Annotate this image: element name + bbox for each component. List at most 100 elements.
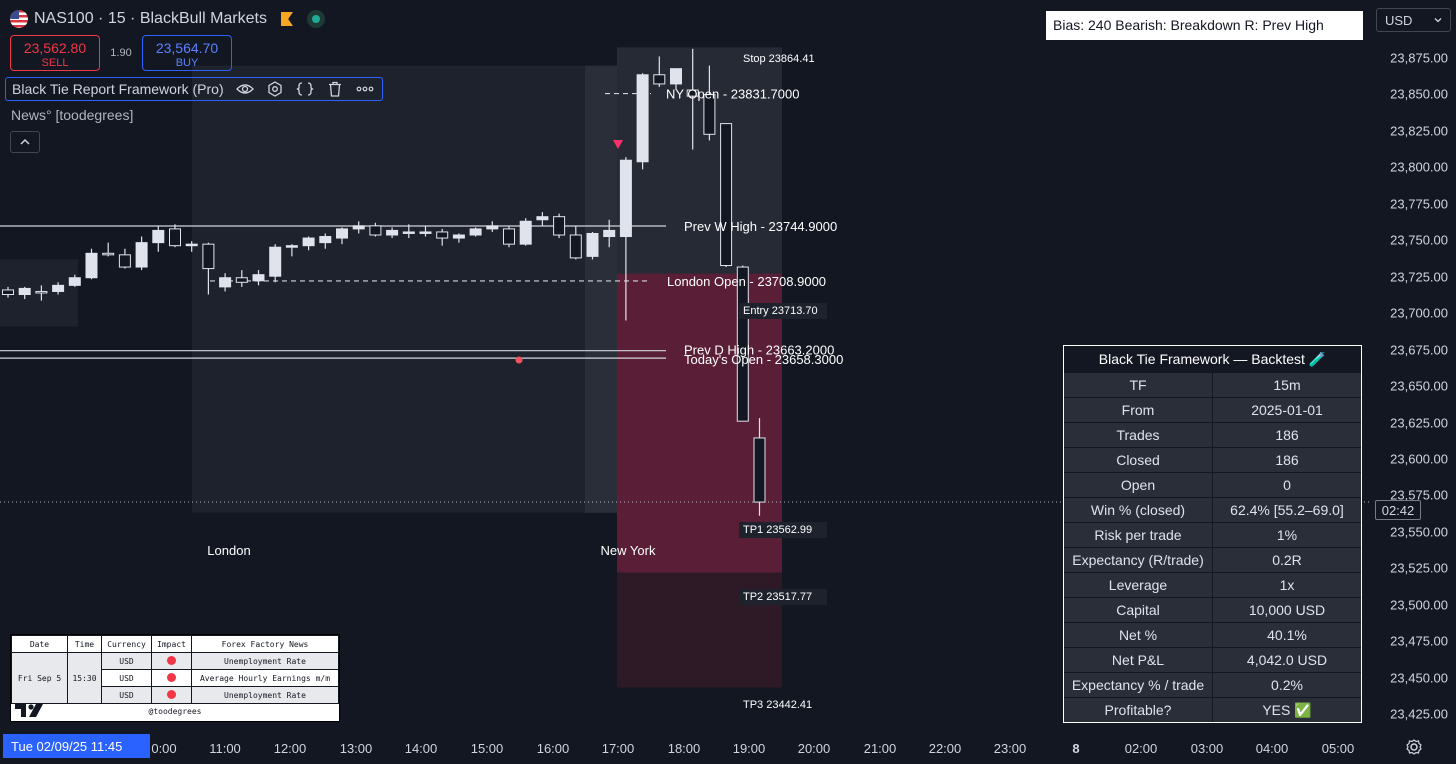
backtest-metric-value: 0 <box>1213 473 1361 497</box>
backtest-metric-name: Trades <box>1064 423 1212 447</box>
backtest-metric-value: 2025-01-01 <box>1213 398 1361 422</box>
us-flag-icon <box>10 10 28 28</box>
news-event: Unemployment Rate <box>191 652 339 670</box>
source-code-icon[interactable] <box>295 80 314 98</box>
backtest-metric-name: TF <box>1064 373 1212 397</box>
candle-body <box>18 287 31 296</box>
sell-price: 23,562.80 <box>23 40 87 56</box>
price-tick-label: 23,475.00 <box>1390 633 1448 649</box>
buy-price: 23,564.70 <box>155 40 219 56</box>
news-header-event: Forex Factory News <box>191 635 339 653</box>
price-tick-label: 23,875.00 <box>1390 50 1448 66</box>
price-tick-label: 23,575.00 <box>1390 487 1448 503</box>
price-axis[interactable]: 23,875.00 23,850.00 23,825.00 23,800.00 23,7… <box>1372 0 1456 734</box>
candle-body <box>386 229 399 236</box>
news-footer: @toodegrees <box>148 707 202 716</box>
candle-body <box>436 231 449 239</box>
high-impact-icon <box>167 672 176 682</box>
high-impact-icon <box>167 689 176 699</box>
gear-icon[interactable] <box>1405 738 1423 756</box>
candle-body <box>2 289 14 296</box>
tp2-label-bg <box>739 589 827 605</box>
backtest-row: Net % 40.1% <box>1064 622 1361 647</box>
candle-body <box>586 232 599 257</box>
candle-body <box>135 242 148 268</box>
price-chart[interactable]: NY Open - 23831.7000 Prev W High - 23744.… <box>0 0 1372 734</box>
time-tick-label: 21:00 <box>863 741 897 756</box>
market-open-status-icon <box>306 10 325 28</box>
time-tick-label: 02:00 <box>1124 741 1158 756</box>
time-tick-label: 03:00 <box>1190 741 1224 756</box>
candle-body <box>302 237 315 247</box>
tp3-label: TP3 23442.41 <box>743 699 812 711</box>
backtest-metric-value: 1% <box>1213 523 1361 547</box>
level-label-prev-day-high: Prev D High - 23663.2000 <box>684 343 834 358</box>
news-impact <box>151 669 192 687</box>
buy-button[interactable]: 23,564.70 BUY <box>142 35 232 71</box>
price-tick-label: 23,825.00 <box>1390 123 1448 139</box>
time-tick-label: 20:00 <box>797 741 831 756</box>
backtest-row: Profitable? YES ✅ <box>1064 697 1361 722</box>
collapse-legend-button[interactable] <box>10 131 40 153</box>
candle-body <box>553 216 566 236</box>
bookmark-flag-icon[interactable] <box>280 12 293 26</box>
indicator-legend[interactable]: Black Tie Report Framework (Pro) <box>5 77 383 101</box>
backtest-row: Open 0 <box>1064 472 1361 497</box>
news-indicator-label[interactable]: News° [toodegrees] <box>11 107 134 123</box>
candle-body <box>686 89 699 97</box>
backtest-row: Capital 10,000 USD <box>1064 597 1361 622</box>
time-axis[interactable]: 0:00 11:00 12:00 13:00 14:00 15:00 16:00 17:00 1… <box>0 734 1456 764</box>
time-tick-label: 0:00 <box>151 741 177 756</box>
backtest-metric-value: 1x <box>1213 573 1361 597</box>
currency-select[interactable]: USD <box>1376 8 1451 32</box>
candle-body <box>736 266 749 422</box>
news-time: 15:30 <box>67 652 102 704</box>
sell-signal-arrow-icon <box>613 140 623 149</box>
symbol-title[interactable]: NAS100 · 15 · BlackBull Markets <box>34 10 267 27</box>
backtest-metric-value: 0.2R <box>1213 548 1361 572</box>
symbol-header: NAS100 · 15 · BlackBull Markets <box>10 8 325 30</box>
candle-body <box>152 229 165 244</box>
time-tick-label: 22:00 <box>928 741 962 756</box>
settings-icon[interactable] <box>266 80 284 98</box>
more-options-icon[interactable] <box>356 80 374 98</box>
news-header-impact: Impact <box>151 635 192 653</box>
candle-body <box>753 437 766 503</box>
candle-body <box>670 68 682 85</box>
price-tick-label: 23,750.00 <box>1390 232 1448 248</box>
news-currency: USD <box>101 669 152 687</box>
candle-body <box>102 252 115 256</box>
table-row: Fri Sep 5 15:30 USD Unemployment Rate <box>11 652 339 704</box>
candle-body <box>269 246 282 277</box>
candle-body <box>235 277 248 283</box>
candle-body <box>319 236 332 244</box>
price-tick-label: 23,425.00 <box>1390 706 1448 722</box>
eye-icon[interactable] <box>235 80 254 98</box>
backtest-row: Closed 186 <box>1064 447 1361 472</box>
backtest-metric-name: Closed <box>1064 448 1212 472</box>
time-tick-label: 17:00 <box>601 741 635 756</box>
backtest-metric-name: Open <box>1064 473 1212 497</box>
candle-body <box>503 228 515 245</box>
backtest-title: Black Tie Framework — Backtest 🧪 <box>1098 351 1327 367</box>
indicator-name[interactable]: Black Tie Report Framework (Pro) <box>12 81 224 97</box>
backtest-metric-value: 10,000 USD <box>1213 598 1361 622</box>
trash-icon[interactable] <box>326 80 344 98</box>
time-tick-label: 14:00 <box>404 741 438 756</box>
candle-body <box>85 252 98 279</box>
price-tick-label: 23,500.00 <box>1390 597 1448 613</box>
chevron-up-icon <box>20 138 30 145</box>
candle-body <box>569 234 582 259</box>
news-event: Unemployment Rate <box>191 686 339 704</box>
table-row: USD Unemployment Rate <box>12 686 339 704</box>
candle-body <box>636 74 649 163</box>
price-tick-label: 23,600.00 <box>1390 451 1448 467</box>
candle-body <box>653 74 666 85</box>
signal-dot-icon <box>515 356 523 364</box>
backtest-metric-value: 0.2% <box>1213 673 1361 697</box>
candle-body <box>169 228 181 247</box>
sell-button[interactable]: 23,562.80 SELL <box>10 35 100 71</box>
price-tick-label: 23,450.00 <box>1390 670 1448 686</box>
tradingview-logo-icon <box>15 704 43 717</box>
high-impact-icon <box>167 655 176 665</box>
